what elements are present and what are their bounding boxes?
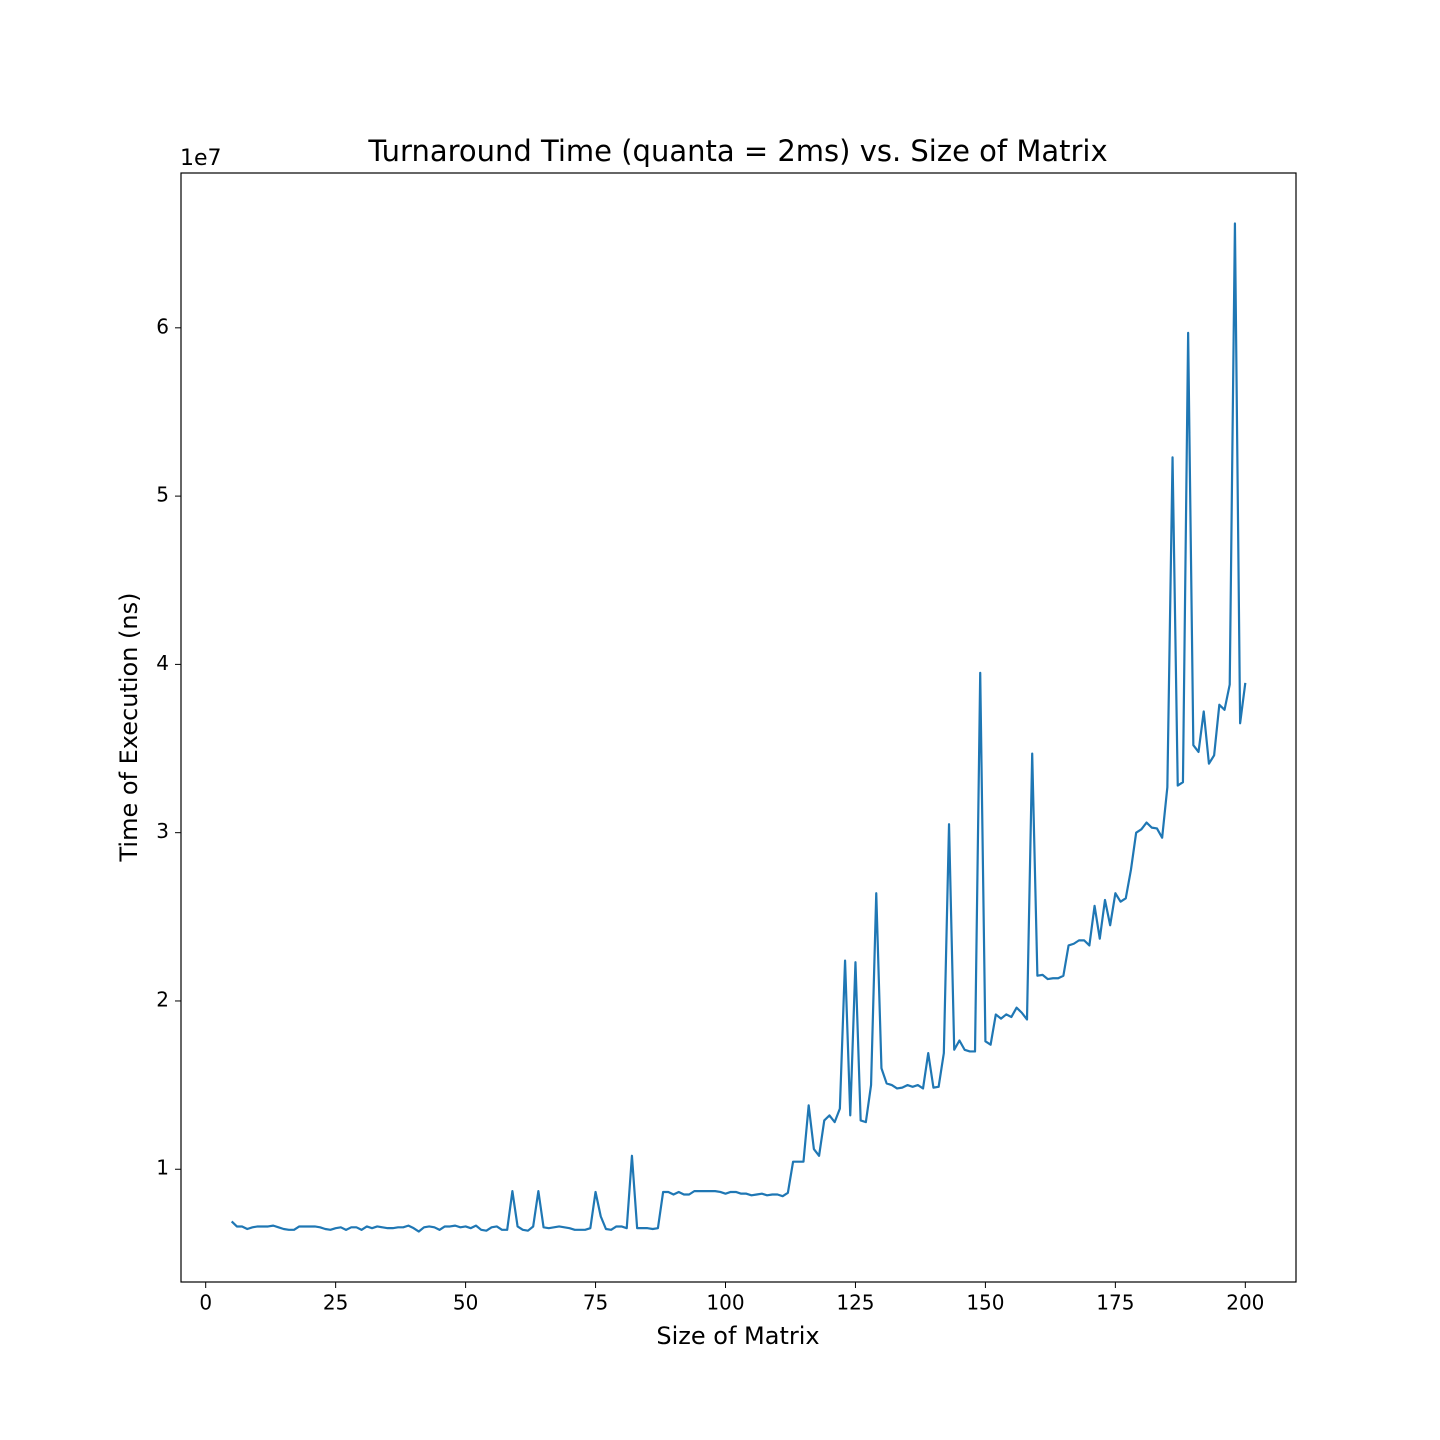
x-tick-label: 75 [583,1291,608,1315]
x-tick-label: 25 [323,1291,348,1315]
x-tick-label: 50 [453,1291,478,1315]
y-scale-label: 1e7 [180,146,222,171]
x-axis-label: Size of Matrix [656,1322,819,1350]
x-tick-label: 0 [199,1291,212,1315]
x-tick-label: 200 [1226,1291,1264,1315]
y-tick-label: 6 [156,314,169,338]
y-tick-label: 2 [156,987,169,1011]
y-axis-label: Time of Execution (ns) [115,593,143,863]
y-tick-label: 1 [156,1156,169,1180]
x-tick-label: 150 [966,1291,1004,1315]
data-line [230,222,1247,1233]
chart-title: Turnaround Time (quanta = 2ms) vs. Size … [367,134,1107,168]
plot-frame [180,172,1297,1283]
x-tick-label: 175 [1096,1291,1134,1315]
x-tick-label: 125 [836,1291,874,1315]
x-tick-label: 100 [706,1291,744,1315]
y-tick-label: 5 [156,483,169,507]
y-tick-label: 4 [156,651,169,675]
y-tick-label: 3 [156,819,169,843]
